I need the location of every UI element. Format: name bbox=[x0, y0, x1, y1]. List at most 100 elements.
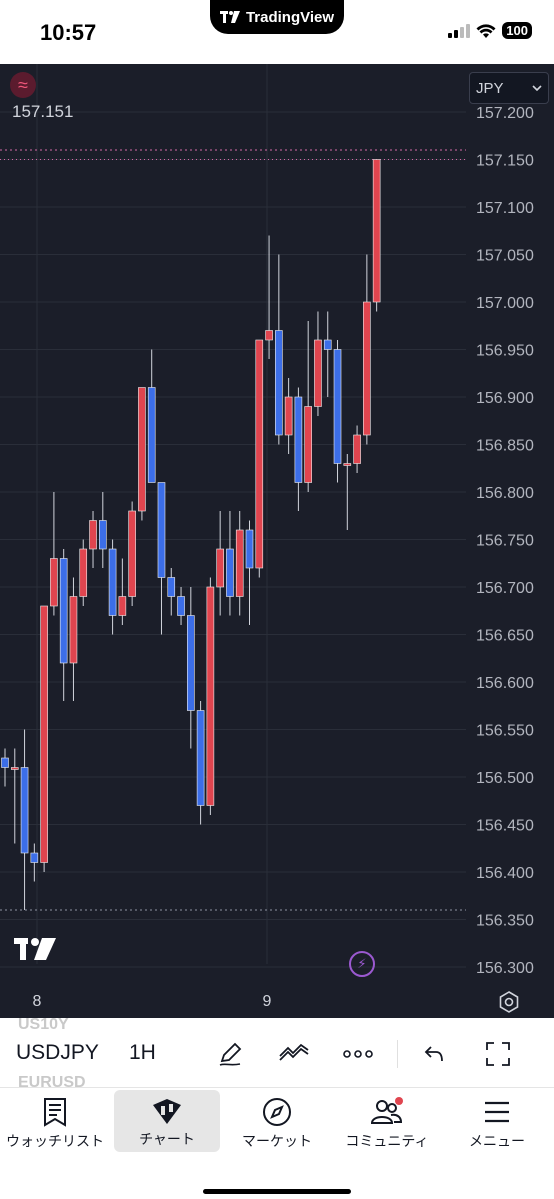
island-label: TradingView bbox=[245, 8, 335, 26]
nav-menu[interactable]: メニュー bbox=[444, 1090, 550, 1152]
last-price: 157.151 bbox=[12, 102, 74, 121]
price-tick-label: 156.700 bbox=[476, 580, 534, 597]
candle-body bbox=[138, 387, 146, 512]
compass-icon bbox=[263, 1098, 291, 1126]
candle-body bbox=[79, 548, 88, 597]
chevron-down-icon bbox=[532, 85, 542, 91]
candle-body bbox=[314, 339, 322, 407]
nav-chart-label: チャート bbox=[139, 1131, 195, 1147]
more-icon[interactable] bbox=[342, 1038, 374, 1070]
price-tick-label: 156.950 bbox=[476, 343, 534, 360]
candle-body bbox=[10, 767, 19, 770]
candles bbox=[1, 159, 381, 910]
price-tick-label: 156.750 bbox=[476, 533, 534, 550]
price-tick-label: 156.850 bbox=[476, 438, 534, 455]
candle-body bbox=[147, 387, 156, 483]
candle-body bbox=[69, 596, 78, 664]
candle-body bbox=[99, 520, 107, 550]
status-icons: 100 bbox=[448, 22, 532, 39]
candle-body bbox=[157, 482, 166, 578]
nav-community[interactable]: コミュニティ bbox=[334, 1090, 440, 1152]
dynamic-island: TradingView bbox=[210, 0, 344, 34]
candle-body bbox=[323, 339, 332, 350]
price-tick-label: 157.050 bbox=[476, 248, 534, 265]
indicators-icon[interactable] bbox=[278, 1038, 310, 1070]
price-tick-label: 156.650 bbox=[476, 628, 534, 645]
candle-body bbox=[1, 757, 9, 768]
symbol-flag-icon: ≈ bbox=[10, 72, 36, 98]
candle-body bbox=[245, 529, 254, 569]
symbol-selector[interactable]: USDJPY bbox=[16, 1041, 99, 1064]
candle-body bbox=[206, 586, 215, 806]
candle-body bbox=[196, 710, 205, 806]
toolbar-divider bbox=[397, 1040, 398, 1068]
price-axis[interactable]: 157.200 157.150 157.100 157.050 157.000 156.9… bbox=[476, 105, 534, 977]
candle-body bbox=[304, 406, 312, 483]
candle-body bbox=[265, 330, 273, 341]
clock: 10:57 bbox=[40, 20, 97, 45]
price-tick-label: 156.400 bbox=[476, 865, 534, 882]
fullscreen-icon[interactable] bbox=[482, 1038, 514, 1070]
candle-body bbox=[167, 577, 176, 597]
nav-chart[interactable]: チャート bbox=[114, 1090, 220, 1152]
price-tick-label: 157.150 bbox=[476, 153, 534, 170]
candle-body bbox=[333, 349, 342, 464]
candle-body bbox=[108, 548, 117, 616]
menu-icon bbox=[485, 1101, 509, 1123]
candle-body bbox=[128, 510, 136, 597]
lightning-icon[interactable]: ⚡ bbox=[349, 951, 375, 977]
candle-body bbox=[353, 434, 361, 464]
undo-icon[interactable] bbox=[418, 1038, 450, 1070]
candle-body bbox=[275, 330, 283, 436]
interval-selector[interactable]: 1H bbox=[129, 1041, 156, 1064]
candle-body bbox=[59, 558, 68, 664]
price-tick-label: 156.600 bbox=[476, 675, 534, 692]
wifi-icon bbox=[476, 23, 496, 38]
currency-dropdown[interactable]: JPY bbox=[469, 72, 549, 104]
tradingview-logo-icon bbox=[219, 11, 240, 23]
date-tick-label: 9 bbox=[263, 993, 272, 1010]
candle-body bbox=[372, 159, 381, 303]
community-icon bbox=[370, 1097, 403, 1124]
candle-body bbox=[343, 463, 352, 466]
chart-settings-icon[interactable] bbox=[497, 990, 521, 1014]
price-tick-label: 156.900 bbox=[476, 390, 534, 407]
date-tick-label: 8 bbox=[33, 993, 42, 1010]
pen-icon[interactable] bbox=[214, 1038, 246, 1070]
price-tick-label: 157.200 bbox=[476, 105, 534, 122]
price-tick-label: 156.800 bbox=[476, 485, 534, 502]
battery-indicator: 100 bbox=[502, 22, 532, 39]
chart-area[interactable]: 157.200 157.150 157.100 157.050 157.000 156.9… bbox=[0, 64, 554, 1018]
candle-body bbox=[216, 548, 224, 588]
price-tick-label: 156.350 bbox=[476, 913, 534, 930]
nav-watchlist[interactable]: ウォッチリスト bbox=[2, 1090, 108, 1152]
signal-icon bbox=[448, 23, 471, 38]
candle-body bbox=[284, 396, 293, 436]
price-tick-label: 156.450 bbox=[476, 818, 534, 835]
bottom-nav: ウォッチリスト チャート マーケット コ bbox=[0, 1088, 554, 1199]
price-tick-label: 156.500 bbox=[476, 770, 534, 787]
candle-body bbox=[187, 615, 195, 711]
price-tick-label: 157.100 bbox=[476, 200, 534, 217]
candle-body bbox=[30, 852, 39, 863]
candle-body bbox=[226, 548, 234, 597]
price-tick-label: 156.300 bbox=[476, 960, 534, 977]
nav-markets[interactable]: マーケット bbox=[224, 1090, 330, 1152]
prev-symbol[interactable]: US10Y bbox=[18, 1018, 69, 1033]
next-symbol[interactable]: EURUSD bbox=[18, 1074, 86, 1088]
price-tick-label: 157.000 bbox=[476, 295, 534, 312]
tradingview-watermark-icon bbox=[14, 938, 56, 960]
candle-body bbox=[89, 520, 97, 550]
candlestick-chart[interactable]: 157.200 157.150 157.100 157.050 157.000 156.9… bbox=[0, 64, 554, 1018]
nav-community-label: コミュニティ bbox=[345, 1133, 429, 1149]
candle-body bbox=[294, 396, 303, 483]
watchlist-icon bbox=[44, 1098, 66, 1127]
grid-lines bbox=[0, 64, 466, 968]
price-tick-label: 156.550 bbox=[476, 723, 534, 740]
currency-label: JPY bbox=[476, 79, 504, 97]
symbol-toolbar: US10Y EURUSD USDJPY 1H bbox=[0, 1018, 554, 1088]
candle-body bbox=[235, 529, 244, 597]
chart-icon bbox=[153, 1099, 181, 1124]
